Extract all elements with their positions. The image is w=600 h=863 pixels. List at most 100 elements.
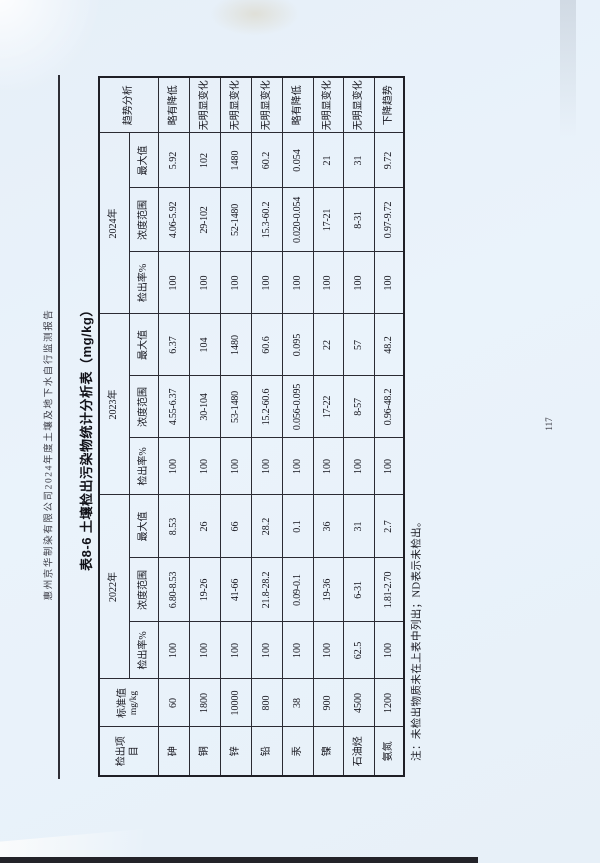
cell-element: 砷 bbox=[158, 727, 189, 776]
cell-standard: 1800 bbox=[189, 679, 220, 727]
scan-corner-highlight bbox=[0, 0, 110, 90]
cell-rate-2024: 100 bbox=[158, 251, 189, 314]
header-row-sub: 检出率% 浓度范围 最大值 检出率% 浓度范围 最大值 检出率% 浓度范围 最大… bbox=[129, 77, 158, 776]
page-number: 117 bbox=[544, 417, 554, 431]
cell-range-2022: 41-66 bbox=[220, 558, 251, 622]
cell-max-2024: 0.054 bbox=[282, 132, 313, 188]
cell-trend: 下降趋势 bbox=[374, 76, 404, 133]
cell-standard: 38 bbox=[282, 679, 313, 727]
table-row: 铜 1800 100 19-26 26 100 30-104 104 100 2… bbox=[189, 76, 220, 776]
header-item: 检出项目 bbox=[99, 727, 158, 776]
cell-rate-2023: 100 bbox=[313, 437, 343, 495]
cell-max-2023: 22 bbox=[313, 313, 343, 376]
cell-trend: 无明显变化 bbox=[313, 76, 343, 133]
cell-max-2024: 21 bbox=[313, 132, 343, 188]
cell-element: 铅 bbox=[251, 727, 282, 776]
cell-rate-2022: 100 bbox=[282, 622, 313, 679]
cell-range-2024: 17-21 bbox=[313, 187, 343, 252]
cell-range-2022: 19-26 bbox=[189, 558, 220, 622]
table-row: 铅 800 100 21.8-28.2 28.2 100 15.2-60.6 6… bbox=[251, 76, 282, 776]
cell-element: 铜 bbox=[189, 727, 220, 776]
cell-trend: 无明显变化 bbox=[251, 76, 282, 133]
cell-max-2022: 8.53 bbox=[158, 494, 189, 558]
subheader-range: 浓度范围 bbox=[129, 187, 158, 252]
cell-max-2022: 28.2 bbox=[251, 494, 282, 558]
cell-rate-2024: 100 bbox=[282, 251, 313, 314]
cell-range-2023: 17-22 bbox=[313, 375, 343, 438]
document-header: 惠州京华制染有限公司2024年度土壤及地下水自行监测报告 bbox=[44, 308, 54, 601]
cell-trend: 无明显变化 bbox=[343, 76, 374, 133]
header-year-2023: 2023年 bbox=[99, 313, 129, 495]
cell-range-2023: 8-57 bbox=[343, 375, 374, 438]
table-row: 砷 60 100 6.80-8.53 8.53 100 4.55-6.37 6.… bbox=[158, 76, 189, 776]
cell-element: 氨氮 bbox=[374, 727, 404, 776]
cell-standard: 10000 bbox=[220, 679, 251, 727]
cell-max-2023: 57 bbox=[343, 313, 374, 376]
cell-trend: 无明显变化 bbox=[189, 76, 220, 133]
cell-range-2022: 0.09-0.1 bbox=[282, 558, 313, 622]
subheader-range: 浓度范围 bbox=[129, 375, 158, 438]
cell-range-2022: 6-31 bbox=[343, 558, 374, 622]
cell-range-2023: 53-1480 bbox=[220, 375, 251, 438]
cell-rate-2024: 100 bbox=[220, 251, 251, 314]
cell-element: 汞 bbox=[282, 727, 313, 776]
subheader-rate: 检出率% bbox=[129, 622, 158, 679]
table-row: 锌 10000 100 41-66 66 100 53-1480 1480 10… bbox=[220, 76, 251, 776]
cell-rate-2024: 100 bbox=[374, 251, 404, 314]
scan-smudge bbox=[210, 0, 300, 36]
header-rule bbox=[58, 75, 60, 779]
subheader-max: 最大值 bbox=[129, 313, 158, 376]
cell-trend: 略有降低 bbox=[282, 76, 313, 133]
subheader-rate: 检出率% bbox=[129, 251, 158, 314]
cell-max-2023: 60.6 bbox=[251, 313, 282, 376]
cell-range-2024: 29-102 bbox=[189, 187, 220, 252]
cell-rate-2023: 100 bbox=[251, 437, 282, 495]
cell-rate-2024: 100 bbox=[189, 251, 220, 314]
scan-streak bbox=[560, 0, 576, 140]
cell-standard: 800 bbox=[251, 679, 282, 727]
table-title: 表8-6 土壤检出污染物统计分析表（mg/kg） bbox=[78, 303, 94, 571]
cell-standard: 4500 bbox=[343, 679, 374, 727]
cell-max-2024: 9.72 bbox=[374, 132, 404, 188]
cell-max-2022: 66 bbox=[220, 494, 251, 558]
cell-element: 镍 bbox=[313, 727, 343, 776]
table-note: 注：未检出物质未在上表中列出；ND表示未检出。 bbox=[411, 516, 423, 761]
header-year-2022: 2022年 bbox=[99, 494, 129, 679]
cell-rate-2024: 100 bbox=[313, 251, 343, 314]
cell-element: 石油烃 bbox=[343, 727, 374, 776]
subheader-max: 最大值 bbox=[129, 132, 158, 188]
cell-rate-2023: 100 bbox=[189, 437, 220, 495]
cell-max-2023: 48.2 bbox=[374, 313, 404, 376]
subheader-rate: 检出率% bbox=[129, 437, 158, 495]
header-year-2024: 2024年 bbox=[99, 132, 129, 314]
cell-range-2022: 6.80-8.53 bbox=[158, 558, 189, 622]
cell-rate-2023: 100 bbox=[158, 437, 189, 495]
cell-rate-2023: 100 bbox=[282, 437, 313, 495]
cell-rate-2023: 100 bbox=[343, 437, 374, 495]
cell-range-2022: 19-36 bbox=[313, 558, 343, 622]
cell-range-2024: 15.3-60.2 bbox=[251, 187, 282, 252]
cell-max-2023: 6.37 bbox=[158, 313, 189, 376]
cell-rate-2022: 100 bbox=[251, 622, 282, 679]
scan-bottom-edge bbox=[0, 857, 478, 863]
cell-standard: 1200 bbox=[374, 679, 404, 727]
table-row: 石油烃 4500 62.5 6-31 31 100 8-57 57 100 8-… bbox=[343, 76, 374, 776]
cell-range-2023: 0.056-0.095 bbox=[282, 375, 313, 438]
cell-rate-2023: 100 bbox=[374, 437, 404, 495]
cell-range-2023: 15.2-60.6 bbox=[251, 375, 282, 438]
cell-rate-2022: 62.5 bbox=[343, 622, 374, 679]
cell-rate-2022: 100 bbox=[189, 622, 220, 679]
header-standard: 标准值 mg/kg bbox=[99, 679, 158, 727]
table-rotor: 检出项目 标准值 mg/kg 2022年 2023年 2024年 趋势分析 检出率… bbox=[98, 75, 405, 777]
cell-rate-2024: 100 bbox=[251, 251, 282, 314]
cell-rate-2024: 100 bbox=[343, 251, 374, 314]
table-row: 镍 900 100 19-36 36 100 17-22 22 100 17-2… bbox=[313, 76, 343, 776]
cell-element: 锌 bbox=[220, 727, 251, 776]
cell-rate-2022: 100 bbox=[313, 622, 343, 679]
cell-range-2024: 0.020-0.054 bbox=[282, 187, 313, 252]
subheader-range: 浓度范围 bbox=[129, 558, 158, 622]
header-trend: 趋势分析 bbox=[99, 76, 158, 133]
cell-max-2023: 0.095 bbox=[282, 313, 313, 376]
cell-rate-2023: 100 bbox=[220, 437, 251, 495]
cell-max-2024: 102 bbox=[189, 132, 220, 188]
